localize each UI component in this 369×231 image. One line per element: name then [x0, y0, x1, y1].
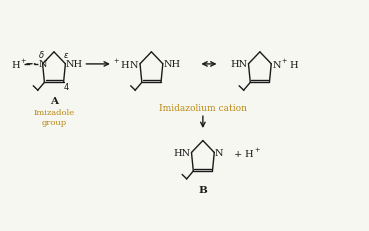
Text: group: group: [41, 119, 66, 127]
Text: + H$^+$: + H$^+$: [233, 146, 262, 159]
Text: N$^+$H: N$^+$H: [272, 58, 299, 71]
Text: H$^+$: H$^+$: [11, 58, 27, 71]
Text: 4: 4: [64, 83, 69, 92]
Text: HN: HN: [174, 148, 191, 157]
Text: δ: δ: [39, 51, 44, 60]
Text: Imidazolium cation: Imidazolium cation: [159, 104, 247, 113]
Text: $^+$HN: $^+$HN: [112, 58, 139, 71]
Text: B: B: [199, 185, 207, 194]
Text: ε: ε: [64, 51, 68, 60]
Text: HN: HN: [231, 60, 248, 69]
Text: N: N: [215, 148, 224, 157]
Text: NH: NH: [163, 60, 181, 69]
Text: NH: NH: [65, 60, 83, 69]
Text: A: A: [50, 97, 58, 106]
Text: N: N: [38, 60, 47, 69]
Text: Imizadole: Imizadole: [34, 109, 75, 117]
